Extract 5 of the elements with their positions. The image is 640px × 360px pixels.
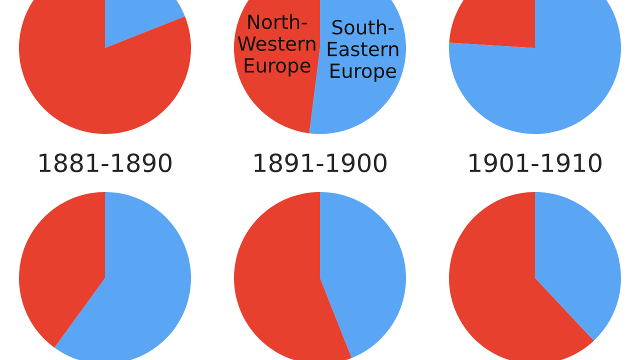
- text: 1881-1890: [40, 153, 172, 172]
- text: 1891-1900: [254, 153, 386, 172]
- text: 1901-1910: [470, 153, 602, 172]
- slice-label: South- Eastern Europe: [328, 20, 398, 82]
- slice-label: North- Western Europe: [238, 14, 316, 76]
